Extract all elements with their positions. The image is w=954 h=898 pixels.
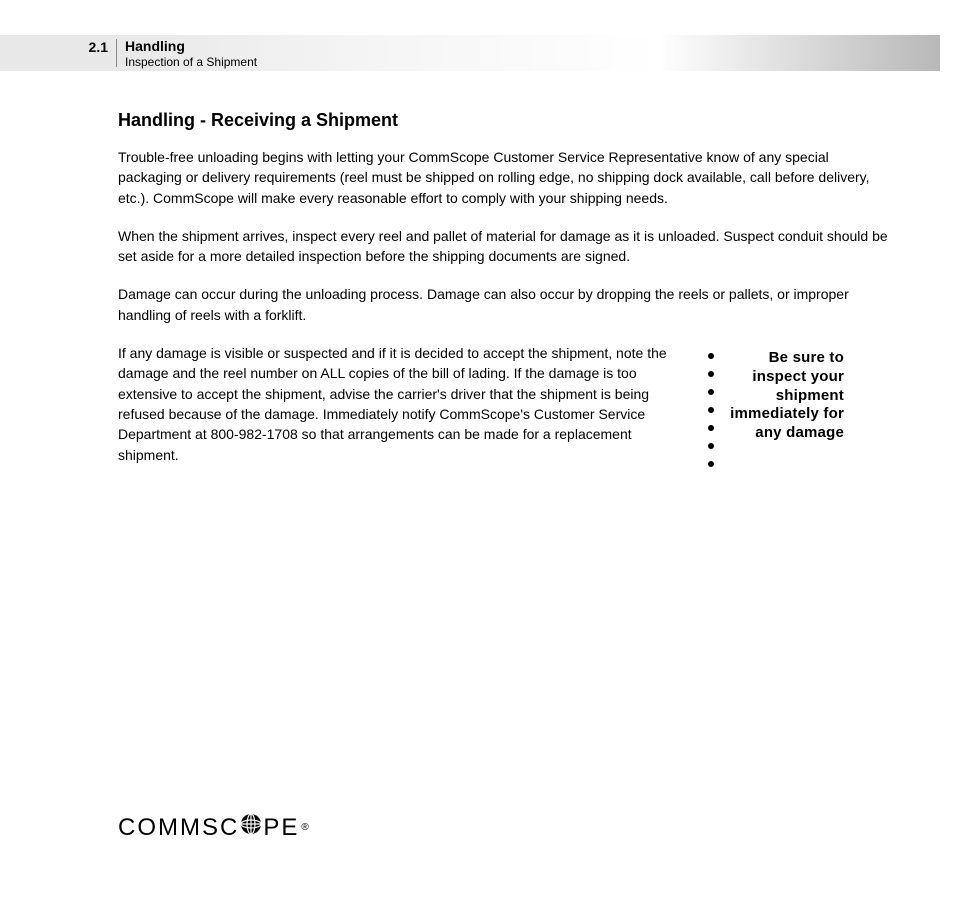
dot-icon	[708, 425, 714, 431]
section-number: 2.1	[72, 39, 108, 55]
logo-text-part2: PE	[263, 814, 299, 842]
inspection-callout: Be sure to inspect your shipment immedia…	[708, 349, 844, 467]
registered-mark: ®	[301, 822, 310, 833]
header-subtitle: Inspection of a Shipment	[125, 55, 257, 69]
header-titles: Handling Inspection of a Shipment	[125, 39, 257, 70]
dot-icon	[708, 407, 714, 413]
dot-icon	[708, 371, 714, 377]
paragraph-3: Damage can occur during the unloading pr…	[118, 284, 888, 325]
dot-icon	[708, 443, 714, 449]
callout-dots	[708, 349, 714, 467]
logo-text-part1: COMMSC	[118, 814, 239, 842]
header-title: Handling	[125, 39, 257, 54]
page-title: Handling - Receiving a Shipment	[118, 110, 888, 131]
page-header: 2.1 Handling Inspection of a Shipment	[0, 35, 940, 71]
paragraph-2: When the shipment arrives, inspect every…	[118, 226, 888, 267]
paragraph-4: If any damage is visible or suspected an…	[118, 343, 678, 465]
dot-icon	[708, 389, 714, 395]
globe-icon	[240, 813, 262, 842]
content-area: Handling - Receiving a Shipment Trouble-…	[118, 110, 888, 483]
callout-text: Be sure to inspect your shipment immedia…	[724, 349, 844, 443]
paragraph-with-callout: If any damage is visible or suspected an…	[118, 343, 888, 483]
paragraph-1: Trouble-free unloading begins with letti…	[118, 147, 888, 208]
dot-icon	[708, 461, 714, 467]
header-divider	[116, 39, 117, 67]
dot-icon	[708, 353, 714, 359]
commscope-logo: COMMSC PE ®	[118, 813, 311, 842]
